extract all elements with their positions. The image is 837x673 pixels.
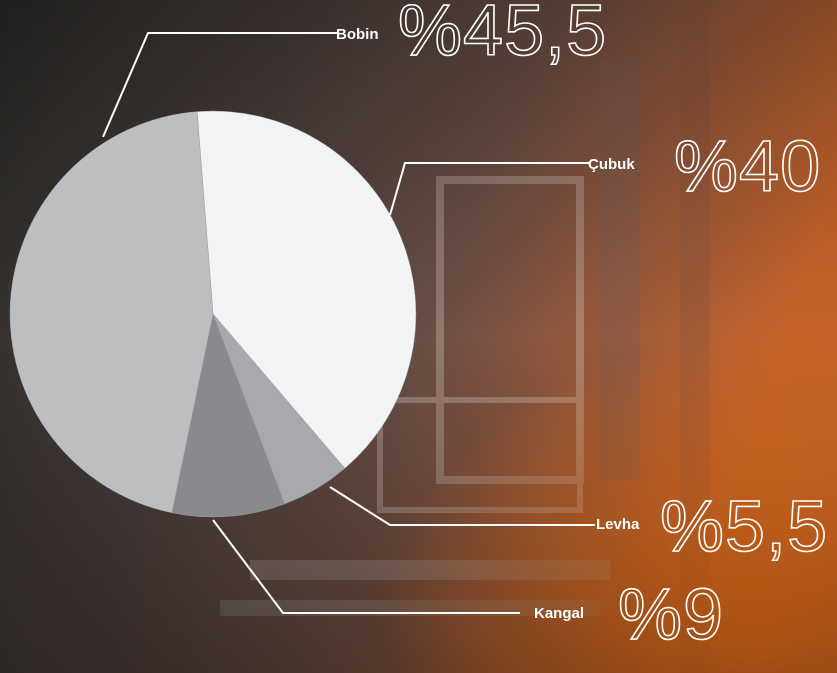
- pie: [9, 110, 417, 518]
- leader-line: [102, 32, 337, 138]
- pie-slice: [171, 313, 286, 518]
- leader-line: [329, 486, 595, 526]
- leader-line: [212, 519, 520, 614]
- leader-line: [389, 162, 590, 216]
- slice-name: Kangal: [534, 605, 584, 622]
- slice-name: Bobin: [336, 26, 379, 43]
- pie-slice: [196, 110, 417, 469]
- pie-slice: [9, 111, 214, 514]
- slice-name: Çubuk: [588, 156, 635, 173]
- slice-name: Levha: [596, 516, 640, 533]
- slice-value-label: %40: [674, 127, 821, 207]
- slice-value-label: %45,5: [398, 0, 607, 71]
- labels: Çubuk %40 Levha %5,5 Kangal %9 Bobin %45,5: [102, 0, 828, 656]
- slice-value-label: %9: [618, 575, 724, 655]
- slice-value-label: %5,5: [660, 487, 828, 567]
